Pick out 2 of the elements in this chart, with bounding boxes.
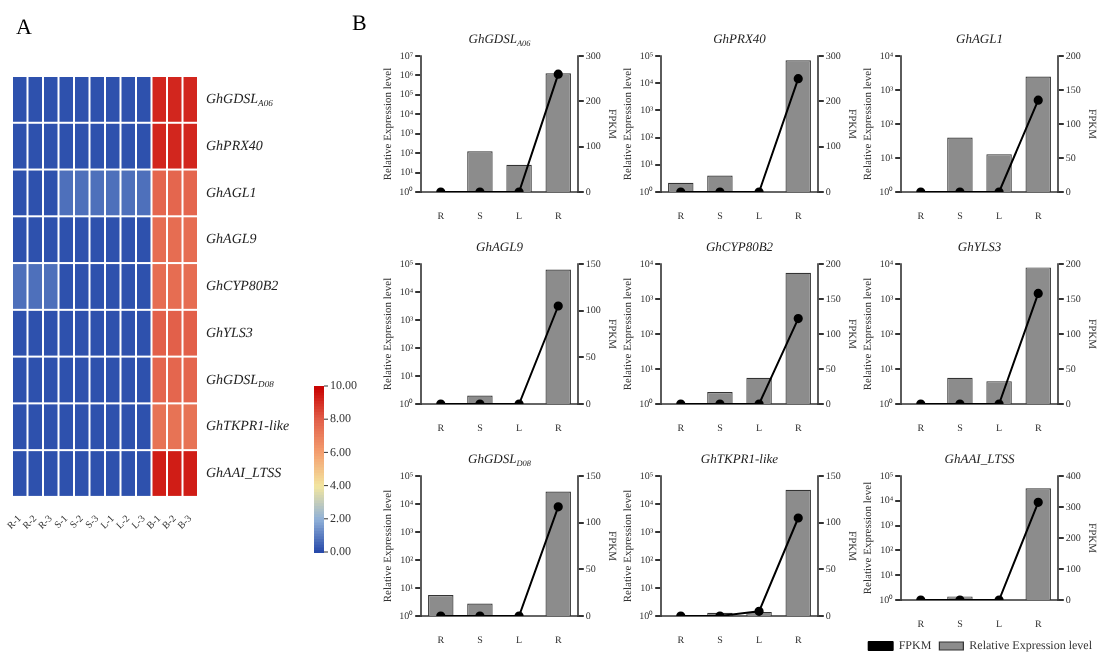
text: A [16,16,32,40]
text: B [352,12,367,36]
